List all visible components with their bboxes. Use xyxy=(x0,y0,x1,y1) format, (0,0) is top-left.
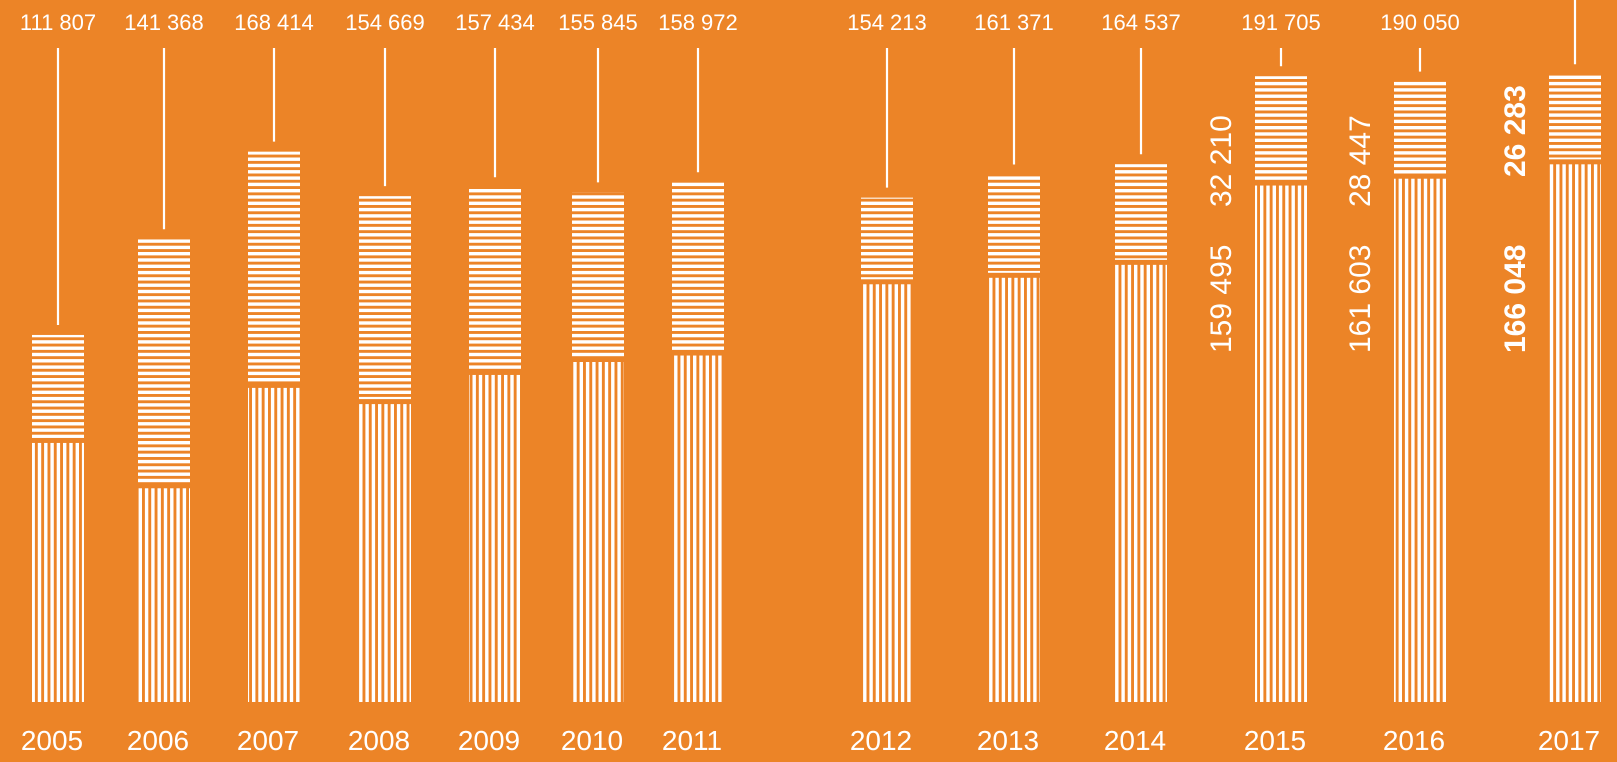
bar-segment-lower-2014 xyxy=(1115,264,1167,702)
labels-layer: 111 807 2005 141 368 2006 168 414 2007 154 669… xyxy=(20,10,1600,756)
bar-segment-lower-2007 xyxy=(248,387,300,702)
bar-segment-upper-2010 xyxy=(572,192,624,357)
bar-segment-lower-2005 xyxy=(32,442,84,702)
bar-segment-lower-2015 xyxy=(1255,185,1307,703)
segment-label-upper-2017: 26 283 xyxy=(1499,85,1532,177)
segment-label-lower-2015: 159 495 xyxy=(1205,245,1238,353)
segment-label-upper-2016: 28 447 xyxy=(1344,115,1377,207)
segment-label-lower-2017: 166 048 xyxy=(1499,245,1532,353)
total-label-2007: 168 414 xyxy=(234,10,314,35)
bar-segment-lower-2011 xyxy=(672,355,724,702)
total-label-2014: 164 537 xyxy=(1101,10,1181,35)
year-label-2012: 2012 xyxy=(850,725,912,756)
bar-segment-lower-2006 xyxy=(138,488,190,702)
bar-segment-upper-2008 xyxy=(359,196,411,400)
bar-segment-lower-2010 xyxy=(572,362,624,702)
total-label-2006: 141 368 xyxy=(124,10,204,35)
total-label-2013: 161 371 xyxy=(974,10,1054,35)
bar-segment-upper-2005 xyxy=(32,334,84,438)
total-label-2008: 154 669 xyxy=(345,10,425,35)
year-label-2013: 2013 xyxy=(977,725,1039,756)
bar-segment-upper-2009 xyxy=(469,187,521,370)
bar-segment-lower-2012 xyxy=(861,284,913,702)
year-label-2017: 2017 xyxy=(1538,725,1600,756)
year-label-2015: 2015 xyxy=(1244,725,1306,756)
total-label-2011: 158 972 xyxy=(658,10,738,35)
bars-layer xyxy=(32,0,1601,703)
segment-label-upper-2015: 32 210 xyxy=(1205,115,1238,207)
total-label-2010: 155 845 xyxy=(558,10,638,35)
total-label-2005: 111 807 xyxy=(20,10,96,35)
year-label-2007: 2007 xyxy=(237,725,299,756)
total-label-2012: 154 213 xyxy=(847,10,927,35)
bar-segment-upper-2017 xyxy=(1549,74,1601,160)
bar-segment-upper-2007 xyxy=(248,151,300,383)
year-label-2006: 2006 xyxy=(127,725,189,756)
year-label-2010: 2010 xyxy=(561,725,623,756)
year-label-2008: 2008 xyxy=(348,725,410,756)
bar-segment-lower-2009 xyxy=(469,374,521,702)
bar-segment-upper-2011 xyxy=(672,182,724,351)
bar-segment-upper-2006 xyxy=(138,239,190,484)
year-label-2011: 2011 xyxy=(662,725,722,756)
bar-segment-lower-2017 xyxy=(1549,164,1601,703)
bar-segment-upper-2016 xyxy=(1394,81,1446,174)
bar-segment-upper-2012 xyxy=(861,197,913,280)
segment-label-lower-2016: 161 603 xyxy=(1344,245,1377,353)
bar-segment-upper-2014 xyxy=(1115,164,1167,260)
bar-segment-upper-2015 xyxy=(1255,76,1307,181)
total-label-2016: 190 050 xyxy=(1380,10,1460,35)
year-label-2016: 2016 xyxy=(1383,725,1445,756)
bar-segment-lower-2008 xyxy=(359,404,411,702)
total-label-2015: 191 705 xyxy=(1241,10,1321,35)
year-label-2009: 2009 xyxy=(458,725,520,756)
bar-segment-upper-2013 xyxy=(988,174,1040,273)
year-label-2005: 2005 xyxy=(21,725,83,756)
bar-segment-lower-2013 xyxy=(988,277,1040,702)
bar-segment-lower-2016 xyxy=(1394,178,1446,702)
year-label-2014: 2014 xyxy=(1104,725,1166,756)
total-label-2009: 157 434 xyxy=(455,10,535,35)
